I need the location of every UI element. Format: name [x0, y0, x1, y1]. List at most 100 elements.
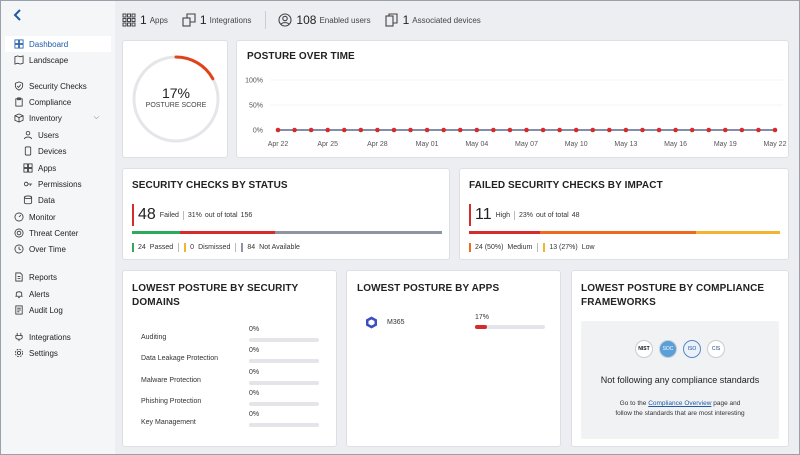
domain-row[interactable]: Phishing Protection 0% [141, 390, 331, 412]
data-point[interactable] [540, 127, 546, 133]
sidebar-item-alerts[interactable]: Alerts [5, 286, 111, 302]
sidebar-item-data[interactable]: Data [5, 192, 111, 208]
chevron-left-icon [13, 9, 21, 21]
data-point[interactable] [723, 127, 728, 133]
x-tick-label: May 13 [614, 141, 637, 148]
high-count: 11 [475, 206, 492, 223]
sidebar-item-landscape[interactable]: Landscape [5, 52, 111, 68]
sidebar-item-label: Permissions [38, 179, 82, 189]
status-segment-failed[interactable] [179, 231, 276, 234]
data-point[interactable] [772, 127, 778, 133]
data-point[interactable] [640, 127, 645, 133]
sidebar-item-reports[interactable]: Reports [5, 269, 111, 285]
integrations-stat[interactable]: 1 Integrations [182, 13, 251, 27]
cis-logo: CIS [707, 340, 725, 358]
gear-icon [14, 348, 24, 358]
data-point[interactable] [491, 127, 496, 133]
data-point[interactable] [325, 127, 330, 133]
data-point[interactable] [457, 127, 463, 133]
sidebar-item-label: Reports [29, 272, 58, 282]
x-tick-label: May 19 [714, 141, 737, 148]
app-pct: 17% [475, 314, 490, 321]
failed-count: 48 [138, 206, 156, 223]
domain-row[interactable]: Auditing 0% [141, 326, 331, 348]
data-point[interactable] [656, 127, 662, 133]
data-point[interactable] [590, 127, 596, 133]
m365-icon [366, 316, 377, 329]
sidebar-item-threat-center[interactable]: Threat Center [5, 225, 111, 241]
data-point[interactable] [375, 127, 380, 133]
failed-by-impact-card[interactable]: FAILED SECURITY CHECKS BY IMPACT 11 High… [459, 168, 789, 260]
data-point[interactable] [524, 127, 529, 133]
sidebar-item-dashboard[interactable]: Dashboard [5, 36, 111, 52]
app-row[interactable]: M365 17% [365, 314, 555, 334]
data-point[interactable] [441, 127, 446, 133]
users-label: Enabled users [319, 15, 371, 25]
sidebar-item-devices[interactable]: Devices [5, 143, 111, 159]
data-point[interactable] [308, 127, 314, 133]
domain-pct: 0% [249, 369, 260, 376]
domain-row[interactable]: Data Leakage Protection 0% [141, 347, 331, 369]
sidebar-item-security-checks[interactable]: Security Checks [5, 78, 111, 94]
compliance-overview-link[interactable]: Compliance Overview [648, 400, 712, 407]
failed-of-total: out of total [204, 211, 238, 219]
data-point[interactable] [756, 127, 761, 133]
devices-icon [385, 13, 398, 27]
data-point[interactable] [706, 127, 712, 133]
data-point[interactable] [474, 127, 480, 133]
domain-row[interactable]: Malware Protection 0% [141, 369, 331, 391]
domain-pct: 0% [249, 390, 260, 397]
data-point[interactable] [275, 127, 281, 133]
failed-pct: 31% [187, 211, 202, 219]
devices-stat[interactable]: 1 Associated devices [385, 13, 481, 27]
status-segment-not-available[interactable] [275, 231, 442, 234]
back-button[interactable] [13, 9, 23, 24]
apps-stat[interactable]: 1 Apps [122, 13, 168, 27]
chevron-down-icon[interactable]: ⌵ [93, 114, 99, 121]
failed-by-impact-title: FAILED SECURITY CHECKS BY IMPACT [469, 180, 663, 191]
impact-segment-low[interactable] [695, 231, 780, 234]
devices-count: 1 [402, 13, 410, 27]
legend-swatch [241, 243, 244, 252]
sidebar-item-compliance[interactable]: Compliance [5, 94, 111, 110]
sidebar-item-users[interactable]: Users [5, 127, 111, 143]
status-segment-passed[interactable] [132, 231, 180, 234]
sidebar-item-inventory[interactable]: Inventory ⌵ [5, 110, 111, 126]
failed-indicator [132, 204, 134, 226]
data-point[interactable] [424, 127, 430, 133]
data-point[interactable] [689, 127, 695, 133]
data-point[interactable] [739, 127, 745, 133]
sidebar-item-label: Apps [38, 163, 57, 173]
high-label: High [495, 211, 511, 219]
domain-row[interactable]: Key Management 0% [141, 411, 331, 433]
sidebar-item-apps[interactable]: Apps [5, 160, 111, 176]
sidebar-item-audit-log[interactable]: Audit Log [5, 302, 111, 318]
users-count: 108 [296, 13, 317, 27]
data-point[interactable] [408, 127, 413, 133]
sidebar-item-label: Monitor [29, 212, 56, 222]
data-point[interactable] [391, 127, 397, 133]
impact-segment-high[interactable] [469, 231, 541, 234]
data-point[interactable] [341, 127, 347, 133]
sidebar-item-monitor[interactable]: Monitor [5, 209, 111, 225]
data-point[interactable] [507, 127, 513, 133]
data-point[interactable] [573, 127, 579, 133]
impact-segment-medium[interactable] [540, 231, 696, 234]
posture-score-card[interactable]: 17% POSTURE SCORE [122, 40, 228, 158]
sidebar-item-settings[interactable]: Settings [5, 345, 111, 361]
sidebar-item-integrations[interactable]: Integrations [5, 329, 111, 345]
data-point[interactable] [673, 127, 678, 133]
data-point[interactable] [557, 127, 562, 133]
data-point[interactable] [292, 127, 297, 133]
app-bar-track [475, 325, 545, 329]
sidebar-item-over-time[interactable]: Over Time [5, 241, 111, 257]
data-point[interactable] [358, 127, 364, 133]
users-stat[interactable]: 108 Enabled users [278, 13, 371, 27]
data-point[interactable] [623, 127, 629, 133]
sidebar-item-permissions[interactable]: Permissions [5, 176, 111, 192]
checks-by-status-card[interactable]: SECURITY CHECKS BY STATUS 48 Failed 31% … [122, 168, 450, 260]
devices-label: Associated devices [412, 15, 481, 25]
data-point[interactable] [607, 127, 612, 133]
sidebar-item-label: Settings [29, 348, 58, 358]
x-tick-label: May 10 [565, 141, 588, 148]
